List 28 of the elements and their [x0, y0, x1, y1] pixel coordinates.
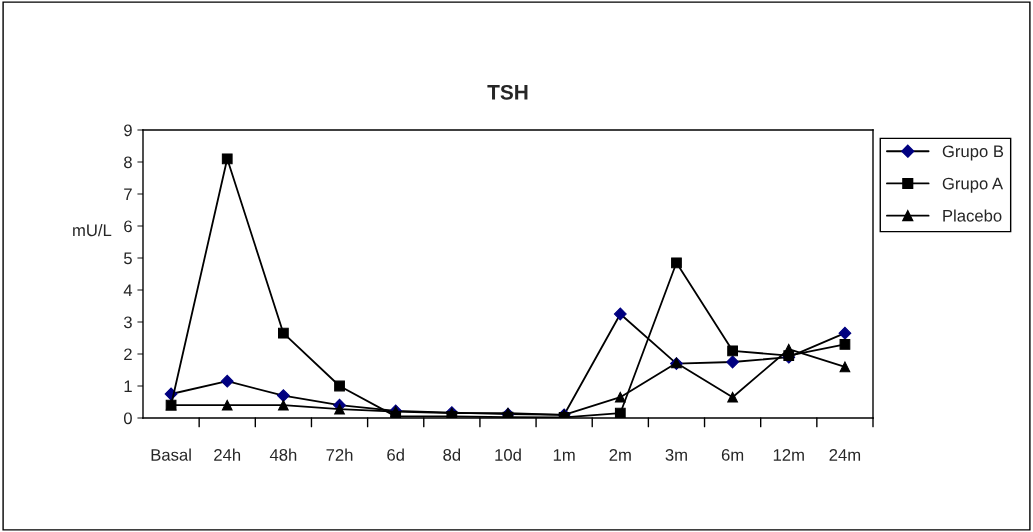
x-tick-label: 3m — [665, 449, 687, 461]
x-tick-label: 6d — [387, 448, 404, 461]
x-tick-label: 6m — [721, 449, 744, 461]
y-tick-label: 2 — [124, 348, 132, 361]
x-tick-label: 24m — [829, 449, 861, 461]
x-tick-label: 1m — [553, 449, 575, 461]
x-tick-label: Basal — [151, 448, 191, 461]
x-tick-label: 2m — [609, 449, 631, 461]
legend-label: Grupo B — [942, 145, 1004, 161]
y-tick-label: 8 — [124, 156, 132, 169]
x-tick-label: 24h — [214, 448, 241, 461]
y-tick-label: 1 — [124, 380, 132, 393]
chart-title: TSH — [487, 84, 528, 100]
x-tick-label: 72h — [326, 448, 353, 461]
y-tick-label: 0 — [123, 412, 132, 425]
x-tick-label: 12m — [773, 449, 804, 461]
legend-label: Grupo A — [942, 177, 1004, 193]
y-tick-label: 3 — [123, 316, 132, 329]
x-tick-label: 10d — [495, 448, 521, 461]
y-tick-label: 4 — [123, 284, 133, 297]
x-tick-label: 48h — [269, 448, 297, 461]
legend-label: Placebo — [943, 209, 1002, 222]
y-axis-title: mU/L — [73, 223, 112, 237]
y-tick-label: 5 — [123, 252, 132, 265]
y-tick-label: 6 — [124, 220, 132, 233]
y-tick-label: 9 — [124, 124, 132, 137]
x-tick-label: 8d — [443, 448, 461, 461]
y-tick-label: 7 — [124, 188, 132, 201]
